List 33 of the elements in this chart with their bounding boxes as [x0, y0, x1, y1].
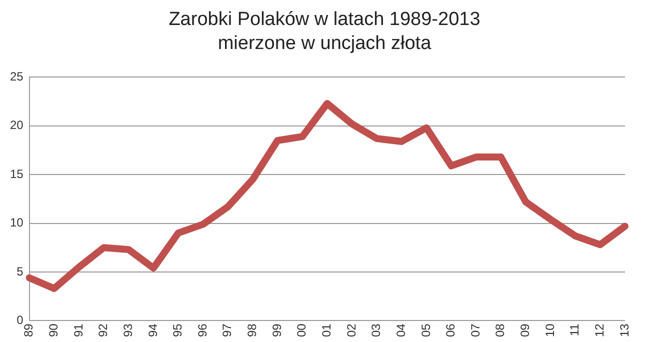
chart-subtitle: mierzone w uncjach złota — [216, 32, 432, 56]
y-tick-label: 25 — [10, 70, 24, 84]
y-tick-label: 5 — [16, 264, 24, 278]
y-tick-label: 10 — [10, 216, 24, 230]
x-tick-label: 01 — [319, 323, 334, 338]
x-tick-label: 92 — [96, 323, 110, 338]
x-tick-label: 94 — [146, 323, 160, 338]
x-tick-label: 97 — [220, 323, 234, 338]
y-tick-label: 20 — [10, 118, 24, 132]
x-tick-label: 98 — [245, 323, 260, 338]
x-tick-label: 06 — [444, 323, 458, 338]
x-tick-label: 04 — [394, 323, 408, 338]
y-tick-label: 15 — [10, 166, 24, 181]
x-tick-label: 05 — [418, 323, 433, 338]
x-tick-label: 09 — [518, 323, 532, 338]
x-tick-label: 08 — [493, 323, 508, 338]
x-tick-label: 89 — [22, 323, 36, 338]
x-tick-label: 90 — [46, 323, 60, 338]
x-tick-label: 95 — [170, 323, 185, 338]
x-tick-label: 00 — [294, 323, 309, 338]
x-tick-label: 07 — [468, 323, 482, 338]
x-tick-label: 03 — [369, 323, 384, 338]
x-tick-label: 96 — [195, 323, 210, 338]
x-tick-label: 02 — [344, 323, 358, 338]
x-tick-label: 91 — [71, 323, 86, 338]
x-tick-label: 11 — [568, 323, 582, 336]
x-tick-label: 13 — [617, 323, 632, 338]
x-tick-label: 10 — [542, 323, 557, 338]
y-tick-label: 0 — [16, 312, 24, 327]
x-tick-label: 12 — [592, 323, 606, 338]
x-tick-label: 99 — [270, 323, 284, 338]
chart-title: Zarobki Polaków w latach 1989-2013 — [168, 8, 482, 32]
x-tick-label: 93 — [120, 323, 135, 338]
